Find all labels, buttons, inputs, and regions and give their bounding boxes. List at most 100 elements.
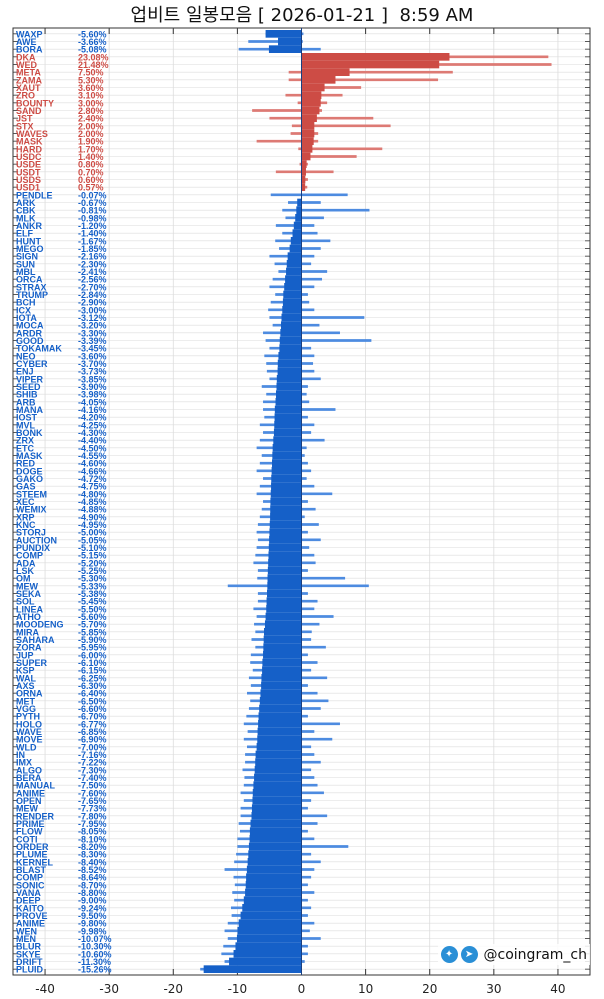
change-label: -10.30% — [78, 942, 112, 952]
change-label: -9.50% — [78, 911, 107, 921]
ticker-label: USDC — [16, 152, 42, 162]
ticker-label: PROVE — [16, 911, 48, 921]
change-label: -7.65% — [78, 796, 107, 806]
change-label: -3.30% — [78, 328, 107, 338]
candle-body — [280, 321, 302, 329]
ticker-label: BLAST — [16, 865, 46, 875]
change-label: -5.38% — [78, 589, 107, 599]
candle-body — [267, 574, 302, 582]
candle-body — [278, 37, 302, 46]
ticker-label: PUNDIX — [16, 543, 50, 553]
candle-body — [254, 766, 302, 774]
ticker-label: ANIME — [16, 788, 45, 798]
change-label: -7.00% — [78, 742, 107, 752]
ticker-label: RENDER — [16, 811, 55, 821]
candle-body — [238, 919, 302, 927]
change-label: -5.60% — [78, 29, 107, 39]
x-tick-label: 40 — [550, 982, 565, 996]
candle-body — [268, 551, 302, 559]
change-label: -0.67% — [78, 198, 107, 208]
candle-body — [269, 520, 302, 529]
ticker-label: USDE — [16, 160, 41, 170]
ticker-label: ORNA — [16, 689, 43, 699]
candle-body — [279, 344, 302, 352]
change-label: 3.60% — [78, 83, 104, 93]
candle-body — [282, 306, 302, 314]
candle-body — [237, 927, 302, 935]
ticker-label: ANKR — [16, 221, 42, 231]
candle-body — [301, 152, 311, 161]
candle-body — [267, 589, 302, 598]
ticker-label: STORJ — [16, 528, 46, 538]
change-label: -11.30% — [78, 957, 111, 967]
ticker-label: ORDER — [16, 842, 49, 852]
x-tick-label: 20 — [422, 982, 437, 996]
candle-body — [301, 53, 450, 61]
candle-body — [286, 260, 302, 268]
ticker-label: COMP — [16, 551, 43, 561]
change-label: -6.00% — [78, 650, 107, 660]
candle-body — [301, 168, 306, 176]
candle-body — [272, 444, 302, 452]
ticker-label: HARD — [16, 144, 42, 154]
ticker-label: STEEM — [16, 489, 47, 499]
ticker-label: KSP — [16, 666, 35, 676]
ticker-label: WEN — [16, 926, 37, 936]
candle-body — [259, 704, 302, 713]
candle-body — [267, 582, 302, 590]
candle-body — [301, 145, 313, 153]
candle-body — [296, 206, 302, 214]
candle-body — [270, 505, 302, 513]
change-label: -6.15% — [78, 666, 107, 676]
ticker-label: XEC — [16, 497, 35, 507]
ticker-label: GAS — [16, 482, 36, 492]
candle-body — [277, 359, 302, 368]
candle-body — [265, 612, 302, 621]
candle-body — [289, 244, 302, 253]
candle-body — [301, 68, 350, 76]
ticker-label: KNC — [16, 520, 36, 530]
change-label: -4.66% — [78, 466, 107, 476]
ticker-label: XRP — [16, 512, 35, 522]
ticker-label: ADA — [16, 558, 36, 568]
change-label: -7.22% — [78, 758, 107, 768]
candle-body — [301, 83, 325, 92]
ticker-label: MEGO — [16, 244, 44, 254]
candle-body — [271, 467, 302, 475]
ticker-label: PRIME — [16, 819, 45, 829]
candle-body — [274, 413, 302, 421]
ticker-label: WAXP — [16, 29, 43, 39]
candle-body — [275, 390, 302, 398]
change-label: -3.73% — [78, 367, 107, 377]
change-label: -3.20% — [78, 321, 107, 331]
change-label: -9.98% — [78, 926, 107, 936]
candle-body — [301, 137, 314, 145]
change-label: 2.00% — [78, 129, 104, 139]
ticker-label: SHIB — [16, 390, 38, 400]
ticker-label: VGG — [16, 704, 36, 714]
change-label: -2.70% — [78, 282, 107, 292]
candle-body — [287, 252, 302, 260]
ticker-label: IOST — [16, 413, 38, 423]
x-tick-label: 10 — [358, 982, 373, 996]
ticker-label: WAVE — [16, 727, 42, 737]
change-label: -3.12% — [78, 313, 107, 323]
ticker-label: KERNEL — [16, 857, 54, 867]
change-label: -6.90% — [78, 735, 107, 745]
change-label: -0.81% — [78, 206, 107, 216]
change-label: -2.84% — [78, 290, 107, 300]
change-label: 0.57% — [78, 183, 104, 193]
ticker-label: TRUMP — [16, 290, 48, 300]
ticker-label: MIRA — [16, 627, 39, 637]
change-label: 2.00% — [78, 121, 104, 131]
ticker-label: MVL — [16, 420, 36, 430]
candle-body — [271, 482, 302, 490]
change-label: -0.07% — [78, 190, 107, 200]
candle-body — [253, 781, 302, 789]
candle-body — [251, 804, 302, 812]
change-label: -5.60% — [78, 612, 107, 622]
change-label: -4.05% — [78, 397, 107, 407]
change-label: -7.40% — [78, 773, 107, 783]
candle-body — [301, 122, 315, 130]
